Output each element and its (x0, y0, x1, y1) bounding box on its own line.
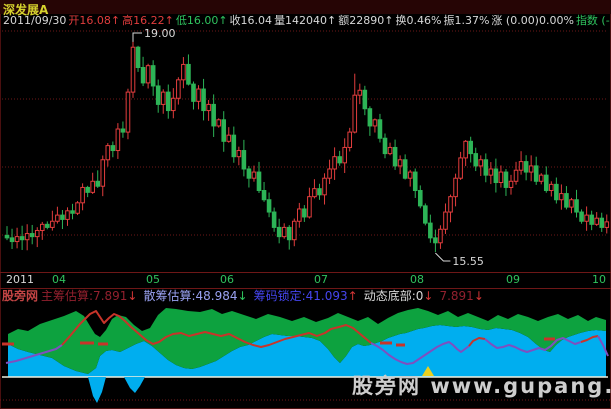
quote-field-1: 高16.22↑ (122, 14, 174, 27)
svg-text:19.00: 19.00 (144, 27, 176, 40)
quote-field-6: 换0.46% (395, 14, 442, 27)
quote-field-7: 振1.37% (443, 14, 490, 27)
indicator-arrow-2: ↑ (347, 289, 358, 303)
x-axis: 2011 04 05 06 07 08 09 10 (0, 272, 611, 289)
stock-name: 深发展A (3, 3, 49, 17)
indicator-label-4: 7.891↓ (439, 289, 484, 303)
indicator-label-row: 股旁网 主筹估算:7.891↓ 散筹估算:48.984↓ 筹码锁定:41.093↑ 动态… (2, 288, 611, 304)
site-watermark: 股旁网 www.gupang.com (352, 370, 611, 400)
info-bar: 2011/09/30 开16.08↑ 高16.22↑ 低16.00↑ 收16.04 量14… (3, 14, 611, 27)
indicator-label-1: 散筹估算:48.984↓ (143, 289, 248, 303)
candlestick-chart (4, 39, 610, 253)
quote-field-2: 低16.00↑ (175, 14, 228, 27)
indicator-arrow-1: ↓ (237, 289, 248, 303)
quote-field-3: 收16.04 (229, 14, 273, 27)
axis-month-05: 05 (146, 273, 160, 286)
axis-month-07: 07 (314, 273, 328, 286)
left-watermark: 股旁网 (2, 289, 39, 303)
quote-field-9: 指数 (- (575, 14, 610, 27)
title-bar (0, 0, 611, 14)
quote-field-0: 开16.08↑ (68, 14, 121, 27)
axis-month-10: 10 (592, 273, 606, 286)
indicator-arrow-4: ↓ (473, 289, 484, 303)
quote-date: 2011/09/30 (3, 14, 67, 27)
indicator-label-2: 筹码锁定:41.093↑ (253, 289, 358, 303)
quote-field-5: 额22890↑ (338, 14, 394, 27)
axis-year: 2011 (6, 273, 34, 286)
indicator-arrow-3: ↓ (423, 289, 434, 303)
axis-month-04: 04 (52, 273, 66, 286)
axis-month-09: 09 (506, 273, 520, 286)
svg-text:15.55: 15.55 (452, 255, 484, 268)
quote-field-8: 涨 (0.00)0.00% (491, 14, 574, 27)
indicator-label-0: 主筹估算:7.891↓ (41, 289, 138, 303)
price-annotations: 19.00 15.55 (132, 27, 484, 268)
site-watermark-cn: 股旁网 (352, 374, 421, 398)
site-watermark-url: www.gupang.com (430, 374, 611, 398)
quote-field-4: 量142040↑ (274, 14, 337, 27)
axis-month-08: 08 (410, 273, 424, 286)
indicator-label-3: 动态底部:0↓ (363, 289, 434, 303)
indicator-chart (2, 308, 609, 403)
indicator-arrow-0: ↓ (127, 289, 138, 303)
gridlines (0, 30, 611, 401)
axis-month-06: 06 (220, 273, 234, 286)
